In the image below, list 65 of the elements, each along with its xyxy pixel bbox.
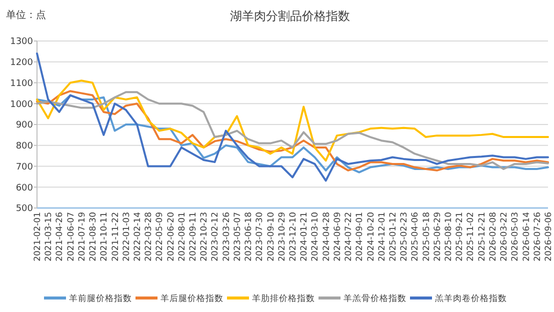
x-tick-label: 2022-06-20 <box>166 212 176 262</box>
legend-label: 羊前腿价格指数 <box>69 292 132 304</box>
x-tick-label: 2025-12-21 <box>477 212 488 262</box>
x-tick-label: 2026-09-06 <box>544 212 554 262</box>
y-tick-label: 800 <box>16 142 34 152</box>
x-tick-label: 2021-04-26 <box>55 212 66 262</box>
y-tick-label: 1000 <box>10 100 34 110</box>
x-tick-label: 2026-03-22 <box>500 212 510 262</box>
legend-label: 羊后腿价格指数 <box>160 292 224 304</box>
x-tick-label: 2021-07-19 <box>77 212 88 262</box>
x-tick-label: 2025-04-06 <box>410 212 421 262</box>
y-tick-label: 600 <box>16 183 34 194</box>
x-tick-label: 2022-02-14 <box>132 212 143 262</box>
x-tick-label: 2022-08-01 <box>177 212 188 262</box>
x-tick-label: 2024-06-09 <box>332 212 343 262</box>
x-tick-label: 2022-10-23 <box>200 212 210 262</box>
x-tick-label: 2022-05-09 <box>155 212 166 262</box>
x-tick-label: 2021-02-01 <box>33 212 43 262</box>
x-tick-label: 2023-05-07 <box>232 212 243 262</box>
x-tick-label: 2021-11-22 <box>110 212 121 262</box>
y-tick-label: 1300 <box>10 37 34 48</box>
x-tick-label: 2025-02-23 <box>400 212 410 262</box>
legend-label: 羊羔骨价格指数 <box>344 292 406 304</box>
x-tick-label: 2021-08-30 <box>88 212 99 262</box>
x-tick-label: 2024-04-28 <box>322 212 332 262</box>
x-tick-label: 2022-03-28 <box>144 212 154 262</box>
x-tick-label: 2021-06-07 <box>66 212 76 262</box>
chart-title: 湖羊肉分割品价格指数 <box>230 9 350 23</box>
x-tick-label: 2022-09-11 <box>188 212 199 262</box>
y-tick-label: 1200 <box>10 58 34 68</box>
x-tick-label: 2023-09-10 <box>266 212 276 262</box>
legend-label: 羊肋排价格指数 <box>252 292 315 304</box>
x-tick-label: 2021-03-15 <box>44 212 54 262</box>
x-tick-label: 2024-03-10 <box>310 212 321 262</box>
line-series <box>36 80 549 162</box>
x-tick-label: 2025-01-12 <box>388 212 398 262</box>
y-tick-label: 900 <box>16 120 34 131</box>
x-tick-label: 2025-09-21 <box>455 212 466 262</box>
legend-label: 羔羊肉卷价格指数 <box>435 292 507 304</box>
x-tick-label: 2025-11-02 <box>466 212 476 262</box>
x-tick-label: 2025-08-10 <box>444 212 454 262</box>
x-tick-label: 2022-01-03 <box>122 212 132 262</box>
x-tick-label: 2023-06-18 <box>244 212 254 262</box>
y-tick-label: 700 <box>16 162 34 172</box>
x-tick-label: 2024-10-20 <box>366 212 376 262</box>
line-series <box>36 52 549 182</box>
x-tick-label: 2023-03-26 <box>222 212 232 262</box>
x-tick-label: 2024-01-21 <box>300 212 310 262</box>
y-tick-label: 1100 <box>10 78 34 89</box>
x-tick-label: 2026-06-14 <box>522 212 532 262</box>
x-tick-label: 2025-06-29 <box>432 212 443 262</box>
x-tick-label: 2023-07-30 <box>255 212 266 262</box>
x-tick-label: 2023-10-29 <box>277 212 288 262</box>
x-tick-label: 2026-02-08 <box>488 212 498 262</box>
x-tick-label: 2024-09-01 <box>355 212 366 262</box>
x-tick-label: 2021-10-11 <box>100 212 110 262</box>
x-tick-label: 2024-12-01 <box>377 212 388 262</box>
x-tick-label: 2025-05-18 <box>422 212 432 262</box>
y-tick-label: 500 <box>16 204 34 214</box>
x-tick-label: 2023-02-12 <box>210 212 221 262</box>
x-tick-label: 2024-07-22 <box>344 212 354 262</box>
x-tick-label: 2023-12-10 <box>288 212 298 262</box>
x-tick-label: 2026-05-03 <box>510 212 521 262</box>
text: 单位：点 <box>6 9 46 21</box>
x-tick-label: 2026-07-26 <box>532 212 543 262</box>
